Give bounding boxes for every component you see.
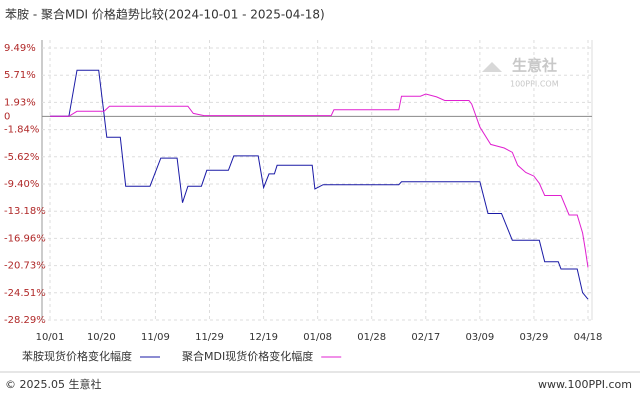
series-line	[50, 93, 589, 268]
x-tick-label: 10/01	[36, 332, 65, 343]
y-tick-label: 0	[4, 111, 10, 122]
watermark: 生意社	[512, 57, 557, 75]
y-tick-label: -28.29%	[4, 315, 46, 326]
chart-title: 苯胺 - 聚合MDI 价格趋势比较(2024-10-01 - 2025-04-1…	[5, 7, 325, 22]
y-tick-label: 9.49%	[4, 43, 36, 54]
y-tick-label: -20.73%	[4, 261, 46, 272]
x-tick-label: 03/09	[465, 332, 494, 343]
y-tick-label: -9.40%	[4, 179, 39, 190]
watermark-icon	[482, 62, 502, 72]
x-tick-label: 10/20	[87, 332, 116, 343]
legend-label: 聚合MDI现货价格变化幅度	[182, 349, 313, 363]
y-tick-label: -1.84%	[4, 125, 39, 136]
x-tick-label: 11/29	[195, 332, 224, 343]
x-tick-label: 04/18	[574, 332, 603, 343]
y-tick-label: -24.51%	[4, 288, 46, 299]
y-tick-label: -16.96%	[4, 233, 46, 244]
footer-right: www.100PPI.com	[538, 378, 632, 391]
y-tick-label: -13.18%	[4, 206, 46, 217]
x-tick-label: 02/17	[411, 332, 440, 343]
legend-label: 苯胺现货价格变化幅度	[22, 349, 132, 363]
footer-left: © 2025.05 生意社	[5, 377, 101, 391]
x-tick-label: 11/09	[141, 332, 170, 343]
y-tick-label: 1.93%	[4, 97, 36, 108]
x-tick-label: 12/19	[249, 332, 278, 343]
y-tick-label: 5.71%	[4, 70, 36, 81]
series-line	[50, 69, 589, 300]
y-tick-label: -5.62%	[4, 152, 39, 163]
x-tick-label: 03/29	[520, 332, 549, 343]
x-tick-label: 01/28	[357, 332, 386, 343]
x-tick-label: 01/08	[303, 332, 332, 343]
